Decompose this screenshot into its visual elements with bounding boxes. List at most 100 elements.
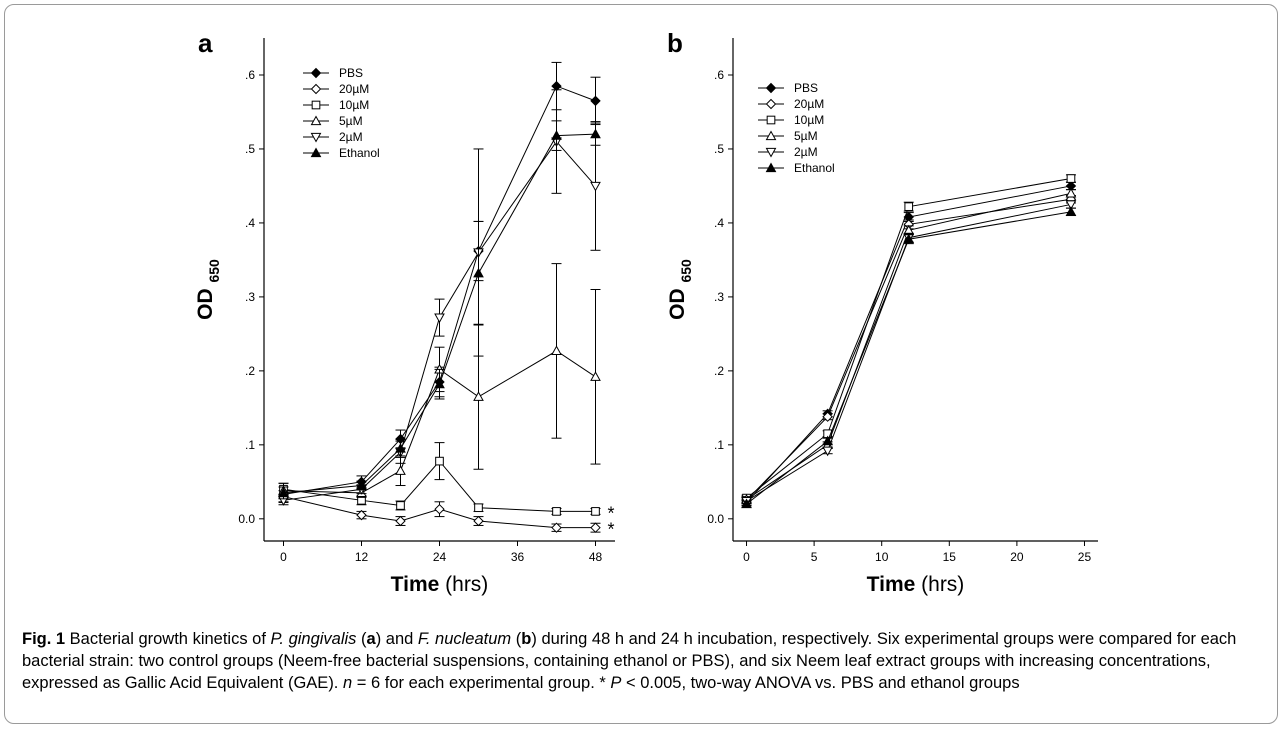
caption-species-1: P. gingivalis: [270, 630, 357, 648]
y-tick-label: 0.0: [238, 512, 255, 526]
data-point: [741, 498, 752, 509]
legend-marker: [310, 115, 322, 126]
series-0: [278, 61, 601, 503]
caption-text-5: ) during 48 h and 24 h incubation, respe…: [22, 630, 1237, 692]
data-point: [590, 371, 601, 381]
x-tick-label: 48: [589, 550, 603, 564]
data-point: [473, 391, 484, 401]
y-tick-label: .2: [714, 364, 724, 378]
x-tick-label: 0: [280, 550, 287, 564]
legend-label: 2µM: [339, 130, 363, 144]
caption-text-7: < 0.005, two-way ANOVA vs. PBS and ethan…: [621, 674, 1020, 692]
legend-label: 5µM: [339, 114, 363, 128]
legend-label: 2µM: [794, 145, 818, 159]
data-point: [356, 479, 367, 490]
legend-marker: [310, 67, 322, 79]
data-point: [473, 267, 484, 278]
legend-marker: [310, 83, 322, 95]
series-5: [278, 120, 601, 500]
legend-marker: [766, 115, 776, 125]
data-point: [395, 465, 406, 475]
caption-fig-label: Fig. 1: [22, 630, 66, 648]
x-tick-label: 36: [511, 550, 525, 564]
y-tick-label: .4: [714, 216, 724, 230]
significance-asterisk: *: [608, 520, 615, 540]
legend-label: 20µM: [339, 82, 369, 96]
figure-caption: Fig. 1 Bacterial growth kinetics of P. g…: [22, 628, 1262, 694]
caption-text-6: = 6 for each experimental group. *: [352, 674, 611, 692]
legend-label: 10µM: [794, 113, 824, 127]
legend-label: 5µM: [794, 129, 818, 143]
y-tick-label: .2: [245, 364, 255, 378]
series-line: [746, 211, 1072, 505]
series-line: [283, 85, 596, 495]
data-point: [1066, 174, 1076, 183]
legend-label: PBS: [339, 66, 363, 80]
legend-label: Ethanol: [339, 146, 380, 160]
x-tick-label: 15: [943, 550, 957, 564]
caption-panel-a: a: [366, 630, 376, 648]
y-axis-label: OD 650: [194, 259, 222, 320]
y-tick-label: .5: [714, 142, 724, 156]
data-point: [395, 443, 406, 453]
data-point: [434, 378, 445, 389]
legend-marker: [311, 100, 321, 110]
caption-p: P: [610, 674, 622, 692]
series-line: [746, 178, 1072, 499]
panel-label-b: b: [667, 28, 683, 58]
data-point: [1065, 200, 1077, 210]
series-3: [278, 263, 601, 499]
legend-marker: [765, 147, 777, 158]
caption-species-2: F. nucleatum: [417, 630, 512, 648]
caption-n: n: [342, 674, 353, 692]
data-point: [903, 233, 915, 244]
y-tick-label: .6: [245, 68, 255, 82]
legend-marker: [765, 162, 777, 173]
data-point: [473, 515, 484, 527]
x-tick-label: 5: [811, 550, 818, 564]
y-tick-label: .1: [714, 438, 724, 452]
legend-marker: [310, 132, 322, 143]
data-point: [474, 503, 483, 513]
data-point: [551, 80, 562, 92]
caption-panel-b: b: [521, 630, 532, 648]
x-tick-label: 0: [743, 550, 750, 564]
figure-charts: a 0.0 .1 .2 .3 .4 .5 .6 0 12 24 36 48 OD 650 Time (hrs…: [194, 28, 1098, 596]
legend-label: 20µM: [794, 97, 824, 111]
data-point: [356, 509, 367, 521]
x-axis-label: Time (hrs): [391, 573, 489, 596]
data-point: [551, 345, 562, 355]
data-point: [590, 522, 601, 533]
y-tick-label: 0.0: [707, 512, 724, 526]
caption-text-4: (: [511, 630, 522, 648]
x-tick-label: 24: [433, 550, 447, 564]
legend-marker: [765, 130, 777, 141]
data-point: [396, 501, 405, 510]
legend-marker: [765, 98, 777, 110]
x-tick-label: 12: [355, 550, 369, 564]
legend-marker: [310, 147, 322, 158]
significance-asterisk: *: [608, 503, 615, 523]
data-point: [395, 515, 406, 527]
legend-label: 10µM: [339, 98, 369, 112]
series-5: [741, 206, 1077, 509]
data-point: [822, 411, 833, 422]
data-point: [551, 522, 562, 533]
series-line: [746, 198, 1072, 501]
series-line: [746, 203, 1072, 502]
data-point: [434, 313, 445, 324]
data-point: [551, 130, 562, 140]
series-4: [741, 200, 1077, 507]
y-tick-label: .1: [245, 438, 255, 452]
data-point: [590, 95, 601, 107]
caption-text-2: (: [356, 630, 367, 648]
data-point: [278, 487, 289, 498]
y-tick-label: .3: [245, 290, 255, 304]
data-point: [434, 503, 445, 515]
x-axis-label: Time (hrs): [867, 573, 965, 596]
legend-marker: [765, 82, 777, 94]
data-point: [822, 435, 833, 446]
y-tick-label: .3: [714, 290, 724, 304]
legend-label: PBS: [794, 81, 818, 95]
x-tick-label: 10: [875, 550, 889, 564]
